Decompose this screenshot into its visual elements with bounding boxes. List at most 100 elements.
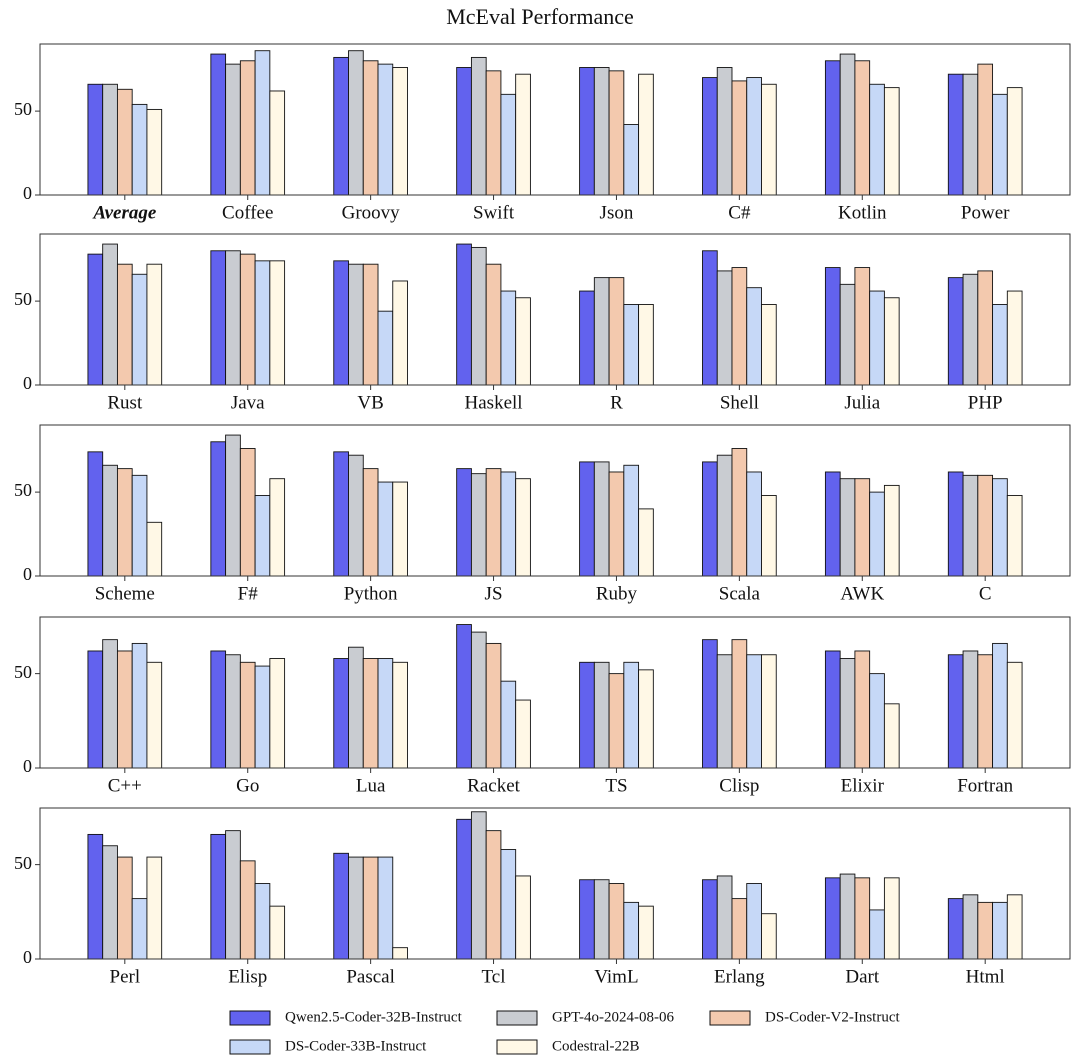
bar xyxy=(470,811,487,960)
bar xyxy=(977,901,994,960)
chart-title: McEval Performance xyxy=(446,4,634,29)
bar xyxy=(854,267,871,386)
x-tick-label: JS xyxy=(485,583,503,604)
bar xyxy=(348,454,364,577)
bar xyxy=(947,277,964,386)
bar xyxy=(883,703,900,769)
bar xyxy=(146,108,163,196)
bar xyxy=(500,849,517,960)
bar xyxy=(839,873,856,960)
bar xyxy=(1006,290,1023,386)
x-tick-label: Elisp xyxy=(228,966,267,987)
bar xyxy=(87,83,104,196)
bar xyxy=(362,856,379,960)
bar xyxy=(333,852,349,960)
bar xyxy=(962,273,979,386)
bar xyxy=(839,53,856,196)
legend-swatch xyxy=(229,1010,271,1026)
bar xyxy=(992,901,1008,960)
bar xyxy=(623,901,640,960)
bar xyxy=(254,260,271,386)
bar xyxy=(638,304,654,386)
bar xyxy=(225,63,241,196)
bar xyxy=(116,468,133,577)
bar xyxy=(702,639,718,769)
x-tick-label: Elixir xyxy=(841,775,885,796)
bar xyxy=(716,270,733,386)
bar xyxy=(1006,87,1023,196)
bar xyxy=(515,478,531,577)
bar xyxy=(947,73,964,196)
bar xyxy=(377,310,394,386)
bar xyxy=(839,283,856,386)
bar xyxy=(824,650,841,769)
bar xyxy=(456,818,472,960)
bar xyxy=(239,60,256,196)
y-tick-label: 0 xyxy=(23,373,32,393)
legend-label: GPT-4o-2024-08-06 xyxy=(552,1009,674,1025)
legend-swatch xyxy=(496,1039,538,1055)
bar xyxy=(883,297,900,386)
bar xyxy=(702,461,718,577)
bar xyxy=(608,883,625,960)
bar xyxy=(456,243,472,386)
x-tick-label: C++ xyxy=(108,775,142,796)
bar xyxy=(102,845,118,960)
bar xyxy=(746,287,762,386)
bar xyxy=(716,454,733,577)
bar xyxy=(392,947,408,960)
x-tick-label: Pascal xyxy=(346,966,395,987)
x-tick-label: Racket xyxy=(467,775,520,796)
bar xyxy=(485,70,502,196)
bar xyxy=(146,263,163,386)
x-tick-label: C# xyxy=(728,202,751,223)
bar xyxy=(593,661,610,769)
bar xyxy=(500,290,517,386)
y-tick-label: 0 xyxy=(23,564,32,584)
bar xyxy=(87,253,104,386)
x-tick-label: R xyxy=(610,392,623,413)
x-tick-label: Perl xyxy=(110,966,141,987)
bar xyxy=(254,883,271,960)
x-tick-label: TS xyxy=(605,775,627,796)
bar xyxy=(593,277,610,386)
bar xyxy=(1006,894,1023,960)
x-tick-label: Lua xyxy=(356,775,386,796)
x-tick-label: F# xyxy=(238,583,259,604)
bar xyxy=(87,451,104,577)
bar xyxy=(333,56,349,196)
bar xyxy=(131,273,148,386)
bar xyxy=(638,669,654,769)
bar xyxy=(608,70,625,196)
bar xyxy=(102,83,118,196)
bar xyxy=(883,484,900,577)
bar xyxy=(761,495,777,577)
bar xyxy=(716,654,733,769)
bar xyxy=(623,304,640,386)
bar xyxy=(239,661,256,769)
bar xyxy=(579,879,595,960)
bar xyxy=(992,93,1008,196)
bar xyxy=(1006,495,1023,577)
bar xyxy=(210,441,227,577)
bar xyxy=(362,468,379,577)
x-tick-label: Scala xyxy=(719,583,761,604)
bar xyxy=(824,471,841,577)
bar xyxy=(392,481,408,577)
axes-frame xyxy=(39,424,1071,577)
bar xyxy=(869,673,885,769)
bar xyxy=(470,473,487,577)
bar xyxy=(992,304,1008,386)
bar xyxy=(348,646,364,769)
bar xyxy=(593,879,610,960)
bar xyxy=(854,650,871,769)
x-tick-label: Go xyxy=(236,775,259,796)
bar xyxy=(962,650,979,769)
bar xyxy=(102,639,118,769)
bar xyxy=(977,270,994,386)
x-tick-label: VimL xyxy=(594,966,638,987)
bar xyxy=(579,661,595,769)
y-tick-label: 50 xyxy=(14,853,32,873)
bar xyxy=(269,90,286,196)
